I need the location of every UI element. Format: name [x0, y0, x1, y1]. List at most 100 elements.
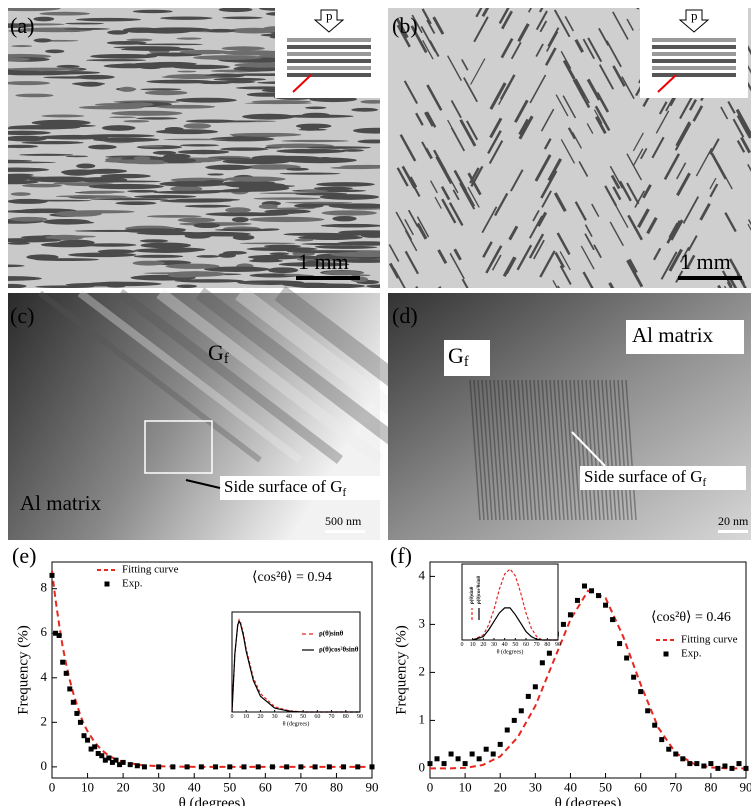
- texture: [284, 233, 349, 236]
- data-point: [694, 761, 699, 766]
- legend-label: ρ(θ)cos²θsinθ: [319, 646, 359, 654]
- texture: [206, 29, 235, 33]
- data-point: [199, 764, 204, 769]
- texture: [11, 45, 32, 47]
- y-tick-label: 6: [41, 624, 48, 639]
- x-tick-label: 70: [534, 642, 540, 648]
- layer: [287, 59, 371, 63]
- data-point: [57, 633, 62, 638]
- texture: [83, 134, 155, 137]
- texture: [75, 230, 148, 232]
- inset-frame: [232, 612, 360, 712]
- page: (a)(b)(c)(d)pp1 mm1 mm500 nm20 nmGfAl ma…: [0, 0, 751, 806]
- scale-label: 1 mm: [298, 249, 349, 274]
- legend-label: ρ(θ)sinθ: [470, 586, 475, 604]
- texture: [32, 71, 70, 74]
- label: (a): [10, 13, 34, 38]
- texture: [177, 71, 196, 73]
- data-point: [659, 737, 664, 742]
- texture: [232, 217, 249, 222]
- texture: [43, 76, 99, 78]
- layer: [287, 45, 371, 49]
- texture: [133, 10, 173, 13]
- texture: [121, 48, 195, 51]
- layer: [652, 45, 736, 49]
- texture: [164, 139, 227, 141]
- label: Al matrix: [20, 491, 102, 515]
- data-point: [568, 612, 573, 617]
- texture: [222, 17, 263, 20]
- texture: [98, 249, 136, 253]
- x-tick-label: 60: [634, 779, 647, 794]
- texture: [140, 145, 163, 147]
- texture: [223, 81, 255, 84]
- data-point: [185, 764, 190, 769]
- texture: [32, 120, 91, 126]
- data-point: [270, 764, 275, 769]
- texture: [268, 267, 298, 273]
- data-point: [526, 694, 531, 699]
- y-tick-label: 2: [41, 713, 48, 728]
- data-point: [610, 617, 615, 622]
- texture: [321, 210, 376, 215]
- layer: [652, 59, 736, 63]
- texture: [53, 182, 95, 184]
- x-tick-label: 40: [286, 714, 292, 720]
- texture: [276, 149, 346, 154]
- data-point: [463, 761, 468, 766]
- texture: [172, 65, 230, 69]
- texture: [34, 38, 52, 42]
- texture: [282, 283, 334, 287]
- data-point: [603, 603, 608, 608]
- texture: [109, 116, 137, 118]
- texture: [85, 243, 137, 247]
- x-tick-label: 0: [231, 714, 234, 720]
- texture: [100, 174, 150, 178]
- texture: [74, 222, 95, 224]
- texture: [213, 78, 266, 81]
- texture: [249, 217, 324, 222]
- data-point: [617, 641, 622, 646]
- data-point: [470, 752, 475, 757]
- data-point: [114, 758, 119, 763]
- data-point: [540, 660, 545, 665]
- texture: [64, 28, 109, 30]
- text: G: [448, 343, 464, 368]
- x-axis-label: θ (degrees): [179, 795, 246, 806]
- texture: [245, 102, 312, 104]
- layer: [652, 73, 736, 77]
- data-point: [498, 742, 503, 747]
- texture: [222, 46, 265, 50]
- texture: [219, 7, 253, 12]
- texture: [193, 223, 220, 228]
- x-tick-label: 70: [294, 779, 307, 794]
- texture: [176, 98, 237, 103]
- texture: [72, 82, 105, 85]
- label: (c): [10, 303, 34, 328]
- texture: [76, 18, 141, 21]
- texture: [176, 182, 220, 184]
- data-point: [477, 756, 482, 761]
- scale-label: 20 nm: [718, 514, 749, 528]
- y-tick-label: 1: [419, 711, 426, 726]
- y-axis-label: Frequency (%): [15, 625, 31, 715]
- data-point: [645, 708, 650, 713]
- texture: [79, 106, 144, 110]
- texture: [7, 199, 47, 204]
- y-axis-label: Frequency (%): [393, 625, 409, 715]
- x-tick-label: 90: [366, 779, 379, 794]
- texture: [55, 211, 102, 217]
- texture: [39, 12, 90, 16]
- x-tick-label: 20: [257, 714, 263, 720]
- texture: [1, 145, 38, 148]
- data-point: [701, 764, 706, 769]
- x-tick-label: 60: [523, 642, 529, 648]
- data-point: [449, 752, 454, 757]
- data-point: [298, 764, 303, 769]
- x-tick-label: 0: [49, 779, 56, 794]
- data-point: [533, 684, 538, 689]
- panel-label: (e): [12, 543, 36, 568]
- texture: [4, 81, 50, 85]
- data-point: [596, 593, 601, 598]
- scale-bar: [296, 276, 360, 280]
